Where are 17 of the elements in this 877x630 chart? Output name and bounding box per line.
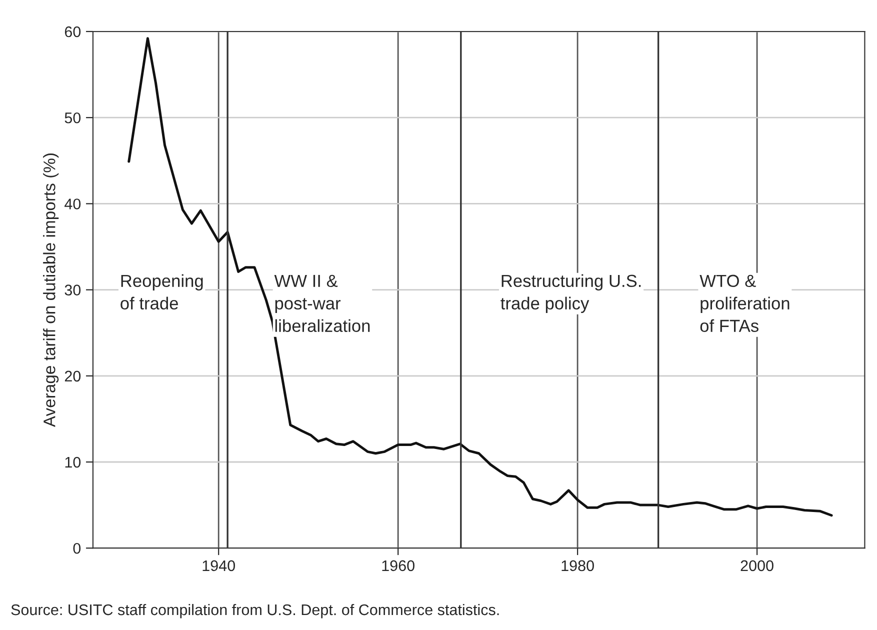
y-tick-label: 20 <box>64 370 81 382</box>
y-axis-title: Average tariff on dutiable imports (%) <box>43 154 59 428</box>
annotation: WTO & proliferation of FTAs <box>700 274 790 332</box>
y-tick-label: 60 <box>64 26 81 38</box>
x-tick-label: 1960 <box>382 560 414 572</box>
x-tick-label: 1940 <box>202 560 235 572</box>
y-tick-label: 0 <box>73 542 81 554</box>
x-tick-label: 2000 <box>740 560 774 572</box>
x-tick-label: 1980 <box>562 560 594 572</box>
y-tick-label: 50 <box>64 112 81 124</box>
y-tick-label: 10 <box>65 456 81 468</box>
annotation: Restructuring U.S. trade policy <box>500 274 641 313</box>
source-note: Source: USITC staff compilation from U.S. Dept. of Commerce statistics. <box>11 604 499 618</box>
y-tick-label: 40 <box>64 198 81 210</box>
y-tick-label: 30 <box>64 284 81 296</box>
annotation: Reopening of trade <box>120 274 203 310</box>
annotation: WW II & post-war liberalization <box>274 274 370 332</box>
